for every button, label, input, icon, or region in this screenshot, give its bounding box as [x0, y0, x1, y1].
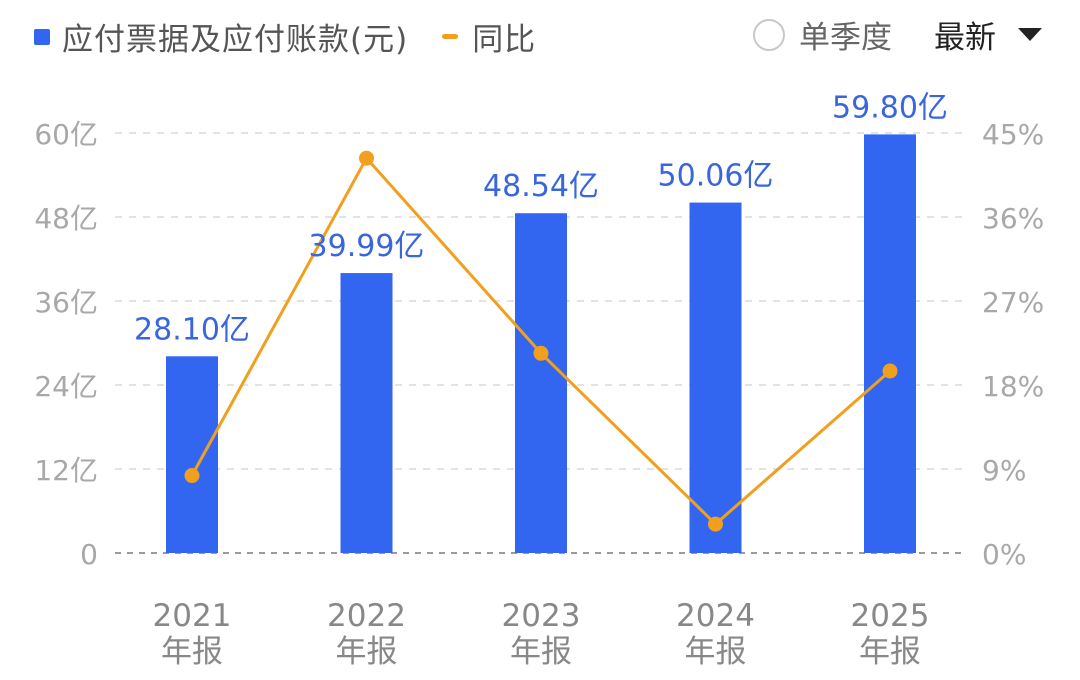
y-right-tick-label: 36%	[982, 202, 1044, 235]
bar	[166, 356, 218, 553]
chart-controls: 单季度 最新	[753, 12, 1042, 57]
x-category-label-line: 2024	[676, 598, 755, 634]
x-category-label-line: 年报	[859, 634, 921, 670]
x-category-label-line: 2021	[153, 598, 232, 634]
chart-header: 应付票据及应付账款(元) 同比 单季度 最新	[0, 0, 1080, 80]
radio-circle-icon[interactable]	[753, 18, 785, 51]
x-category-label-line: 2022	[327, 598, 406, 634]
y-right-tick-label: 27%	[982, 286, 1044, 319]
bar	[340, 273, 393, 553]
legend-item-line[interactable]: 同比	[442, 14, 536, 59]
x-category-label-line: 年报	[685, 634, 747, 670]
data-labels: 28.10亿 39.99亿 48.54亿 50.06亿 59.80亿	[134, 90, 948, 347]
y-right-tick-label: 18%	[982, 370, 1044, 403]
bar	[864, 134, 916, 553]
yoy-line	[184, 150, 898, 532]
x-category-label: 2024 年报	[676, 598, 755, 670]
period-dropdown[interactable]: 最新	[934, 12, 1042, 57]
y-right-tick-label: 45%	[982, 118, 1044, 151]
x-category-label: 2025 年报	[851, 598, 930, 670]
x-category-label-line: 年报	[510, 634, 572, 670]
y-left-tick-label: 12亿	[34, 454, 98, 487]
period-dropdown-label: 最新	[934, 20, 996, 56]
x-category-label-line: 年报	[161, 634, 223, 670]
y-left-tick-label: 24亿	[34, 370, 98, 403]
x-category-label: 2022 年报	[327, 598, 406, 670]
line-legend-label: 同比	[472, 22, 537, 58]
bar-data-label: 39.99亿	[309, 229, 425, 264]
y-left-tick-label: 60亿	[34, 118, 98, 151]
bar	[689, 202, 742, 553]
x-category-label-line: 年报	[336, 634, 398, 670]
yoy-point	[184, 468, 200, 484]
bar-legend-label: 应付票据及应付账款(元)	[62, 22, 409, 58]
bar-data-label: 50.06亿	[658, 159, 774, 194]
legend: 应付票据及应付账款(元) 同比	[34, 14, 570, 59]
yoy-point	[533, 345, 549, 361]
yoy-point	[882, 363, 898, 379]
bars	[166, 134, 916, 553]
y-left-tick-label: 0	[80, 538, 98, 571]
x-category-label: 2023 年报	[502, 598, 581, 670]
legend-item-bar[interactable]: 应付票据及应付账款(元)	[34, 14, 408, 59]
bar-data-label: 28.10亿	[134, 312, 250, 347]
y-left-tick-label: 48亿	[34, 202, 98, 235]
yoy-point	[708, 516, 723, 532]
bar-legend-swatch	[34, 28, 50, 45]
yoy-point	[359, 150, 374, 166]
bar	[515, 213, 567, 553]
bar-data-label: 48.54亿	[483, 169, 599, 204]
y-right-tick-label: 0%	[982, 538, 1026, 571]
line-legend-swatch	[442, 34, 459, 39]
single-quarter-label: 单季度	[799, 20, 892, 56]
x-category-label: 2021 年报	[153, 598, 232, 670]
caret-down-icon[interactable]	[1018, 28, 1042, 41]
y-left-tick-label: 36亿	[34, 286, 98, 319]
x-category-label-line: 2023	[502, 598, 581, 634]
bar-data-label: 59.80亿	[832, 90, 948, 125]
x-category-label-line: 2025	[851, 598, 930, 634]
single-quarter-radio[interactable]: 单季度	[753, 12, 892, 57]
y-right-tick-label: 9%	[982, 454, 1026, 487]
